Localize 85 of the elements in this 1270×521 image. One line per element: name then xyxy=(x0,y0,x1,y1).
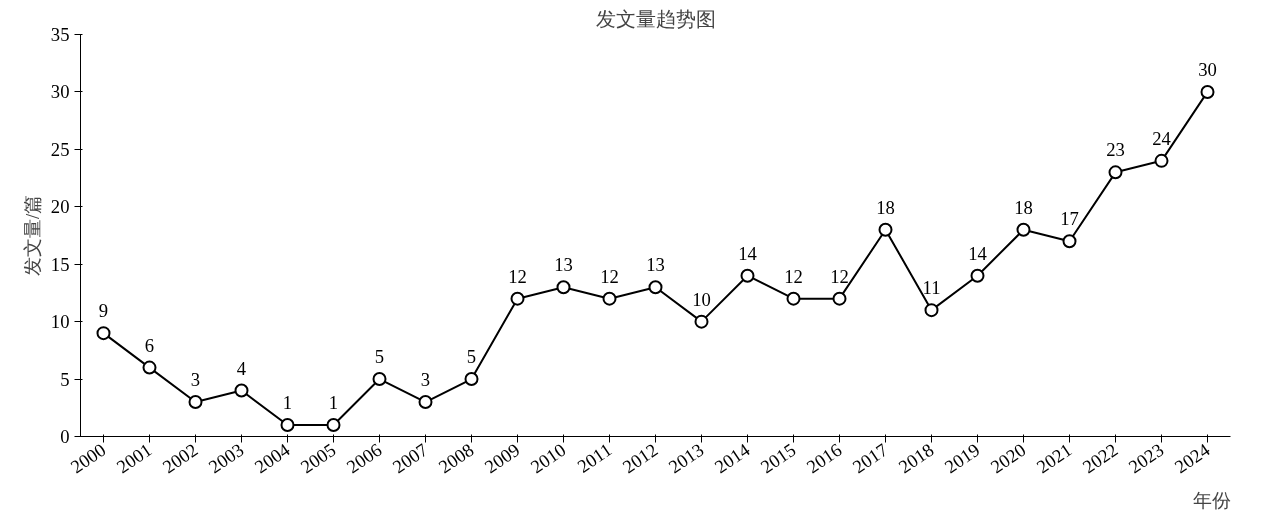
x-tick-label: 2019 xyxy=(940,438,984,478)
point xyxy=(878,222,893,237)
point xyxy=(602,291,617,306)
y-axis-title: 发文量/篇 xyxy=(21,194,43,277)
data-label: 3 xyxy=(190,369,201,391)
point xyxy=(740,268,755,283)
point xyxy=(924,303,939,318)
point xyxy=(556,280,571,295)
point xyxy=(372,372,387,387)
data-label: 1 xyxy=(328,392,339,414)
point xyxy=(1016,222,1031,237)
data-label: 14 xyxy=(968,242,988,264)
data-label: 23 xyxy=(1106,139,1125,161)
data-label: 1 xyxy=(282,392,293,414)
data-label: 18 xyxy=(876,196,895,218)
x-tick-label: 2020 xyxy=(986,438,1030,478)
data-label: 17 xyxy=(1060,208,1079,230)
x-tick-label: 2017 xyxy=(848,438,892,478)
point xyxy=(280,418,295,432)
point xyxy=(326,418,341,432)
x-tick-label: 2008 xyxy=(434,438,478,478)
x-tick-label: 2006 xyxy=(342,438,386,478)
x-tick-label: 2013 xyxy=(664,438,708,478)
data-label: 13 xyxy=(646,254,665,276)
data-label: 24 xyxy=(1152,127,1172,149)
x-tick-label: 2004 xyxy=(250,438,294,478)
y-tick-label: 15 xyxy=(50,253,70,275)
x-tick-label: 2018 xyxy=(894,438,938,478)
point xyxy=(786,291,801,306)
chart-title: 发文量趋势图 xyxy=(595,7,716,30)
x-tick-label: 2011 xyxy=(573,438,616,477)
x-tick-label: 2014 xyxy=(710,438,754,478)
data-label: 6 xyxy=(144,334,155,356)
data-label: 18 xyxy=(1014,196,1033,218)
x-tick-label: 2009 xyxy=(480,438,524,478)
point xyxy=(694,314,709,329)
x-tick-label: 2012 xyxy=(618,438,662,478)
y-tick-label: 20 xyxy=(50,196,70,218)
x-axis-title: 年份 xyxy=(1192,489,1231,511)
x-tick-label: 2024 xyxy=(1170,438,1214,478)
y-tick-label: 10 xyxy=(50,311,70,333)
y-tick-label: 30 xyxy=(50,81,70,103)
y-tick-label: 35 xyxy=(50,24,70,45)
point xyxy=(1200,84,1215,99)
data-label: 5 xyxy=(466,346,477,368)
x-tick-label: 2005 xyxy=(296,438,340,478)
point xyxy=(648,280,663,295)
x-tick-label: 2015 xyxy=(756,438,800,478)
data-label: 12 xyxy=(784,265,803,287)
y-tick-label: 5 xyxy=(60,368,70,390)
point xyxy=(832,291,847,306)
data-label: 11 xyxy=(922,277,941,299)
x-tick-label: 2023 xyxy=(1124,438,1168,478)
point xyxy=(142,360,157,375)
point xyxy=(1108,165,1123,180)
data-label: 3 xyxy=(420,369,431,391)
x-tick-label: 2002 xyxy=(158,438,202,478)
y-tick-label: 0 xyxy=(60,426,70,447)
x-tick-label: 2022 xyxy=(1078,438,1122,478)
data-label: 4 xyxy=(236,357,247,379)
x-tick-label: 2016 xyxy=(802,438,846,478)
point xyxy=(464,372,479,387)
data-label: 10 xyxy=(692,288,711,310)
x-tick-label: 2021 xyxy=(1032,438,1076,478)
data-label: 12 xyxy=(600,265,619,287)
data-label: 30 xyxy=(1198,58,1217,80)
point xyxy=(418,395,433,410)
x-tick-label: 2007 xyxy=(388,438,432,478)
point xyxy=(234,383,249,398)
point xyxy=(970,268,985,283)
data-label: 12 xyxy=(508,265,527,287)
point xyxy=(96,326,111,341)
point xyxy=(510,291,525,306)
data-label: 5 xyxy=(374,346,385,368)
data-label: 13 xyxy=(554,254,573,276)
data-label: 9 xyxy=(98,300,109,322)
x-tick-label: 2010 xyxy=(526,438,570,478)
point xyxy=(1062,234,1077,249)
x-tick-label: 2001 xyxy=(112,438,156,478)
point xyxy=(1154,153,1169,168)
x-tick-label: 2003 xyxy=(204,438,248,478)
data-label: 14 xyxy=(738,242,758,264)
point xyxy=(188,395,203,410)
data-label: 12 xyxy=(830,265,849,287)
y-tick-label: 25 xyxy=(50,138,70,160)
